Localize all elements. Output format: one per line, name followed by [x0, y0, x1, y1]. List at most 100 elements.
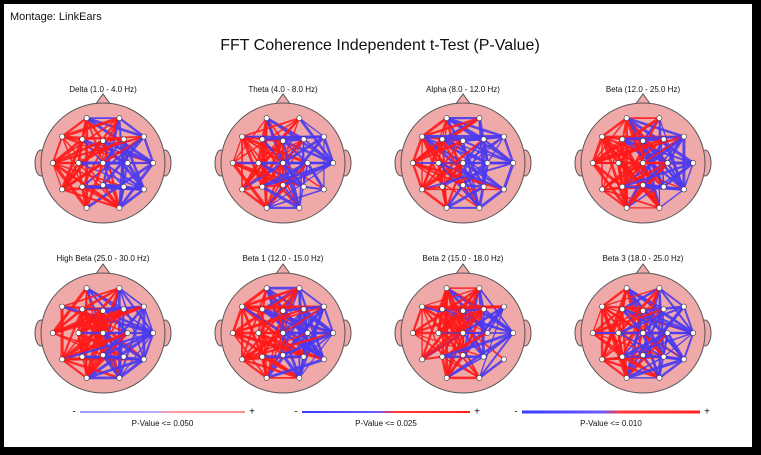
connection — [258, 138, 305, 164]
electrode — [239, 186, 245, 193]
connection — [421, 287, 480, 308]
connection — [266, 188, 325, 209]
electrode — [656, 374, 663, 381]
connection — [143, 306, 154, 334]
connection — [232, 305, 325, 334]
connection — [282, 331, 334, 357]
electrode — [480, 353, 487, 360]
connection — [601, 358, 660, 379]
electrode — [623, 204, 630, 211]
connection — [306, 162, 326, 191]
connection — [421, 355, 443, 361]
connection — [241, 305, 305, 358]
electrode — [280, 307, 286, 314]
electrode — [615, 330, 622, 336]
electrode — [615, 160, 622, 166]
connection — [282, 139, 334, 165]
connection — [62, 135, 124, 141]
connection — [298, 117, 325, 138]
electrode — [263, 374, 270, 381]
electrode — [460, 307, 466, 314]
connection — [592, 308, 665, 334]
electrode — [619, 353, 626, 360]
electrode — [419, 133, 425, 140]
electrode — [640, 307, 646, 314]
head-map — [214, 93, 352, 224]
connection — [61, 287, 120, 308]
connection — [412, 332, 484, 358]
electrode — [300, 306, 307, 313]
electrode — [439, 136, 446, 143]
connection — [682, 332, 695, 360]
electrode — [124, 160, 131, 166]
connection — [411, 136, 424, 164]
head-map — [394, 93, 532, 224]
connection — [52, 139, 104, 165]
connection — [241, 332, 308, 361]
connection — [478, 306, 505, 379]
electrode — [83, 285, 90, 292]
electrode — [300, 183, 307, 190]
legend-bar — [80, 411, 245, 413]
connection — [412, 139, 464, 165]
connection — [445, 354, 465, 379]
connection — [257, 161, 305, 189]
connection — [601, 287, 660, 308]
connection — [421, 138, 485, 191]
electrode — [100, 352, 106, 359]
electrode — [501, 133, 507, 140]
connection — [142, 136, 155, 164]
electrode — [460, 330, 466, 336]
connection — [621, 286, 661, 311]
head-map — [574, 263, 712, 394]
connection — [102, 138, 124, 142]
connection — [411, 162, 424, 190]
connection — [282, 162, 305, 188]
electrode — [79, 306, 86, 313]
connection — [462, 184, 480, 209]
connection — [323, 306, 335, 334]
electrode — [439, 306, 446, 313]
connection — [440, 186, 448, 209]
connection — [411, 306, 424, 334]
connection — [421, 162, 514, 191]
electrode — [280, 160, 286, 166]
connection — [683, 162, 694, 190]
panel-label: Beta 2 (15.0 - 18.0 Hz) — [423, 254, 504, 263]
electrode — [599, 133, 605, 140]
connection — [601, 188, 660, 209]
legend-plus: + — [704, 407, 710, 418]
head-map — [34, 93, 172, 224]
electrode — [49, 160, 56, 166]
connection — [620, 356, 629, 379]
electrode — [300, 353, 307, 360]
connection — [61, 358, 88, 379]
electrode — [321, 133, 327, 140]
connection — [438, 308, 485, 334]
electrode — [460, 182, 466, 189]
head-map — [34, 263, 172, 394]
electrode — [619, 306, 626, 313]
electrode — [150, 160, 157, 166]
electrode — [263, 204, 270, 211]
connection — [601, 358, 628, 379]
connection — [621, 331, 669, 358]
connection — [85, 354, 105, 379]
legend-bar — [302, 411, 470, 413]
legend-label: P-Value <= 0.025 — [355, 419, 417, 428]
connection — [257, 332, 284, 356]
electrode — [681, 303, 687, 310]
panel-label: Beta 3 (18.0 - 25.0 Hz) — [603, 254, 684, 263]
connection — [478, 358, 505, 379]
connection — [81, 308, 145, 361]
connection — [61, 331, 154, 361]
electrode — [124, 330, 131, 336]
connection — [441, 308, 488, 334]
electrode — [83, 374, 90, 381]
connection — [118, 186, 126, 209]
connection — [118, 117, 145, 138]
connection — [658, 287, 685, 308]
electrode — [660, 183, 667, 190]
legend-bar — [522, 410, 700, 414]
